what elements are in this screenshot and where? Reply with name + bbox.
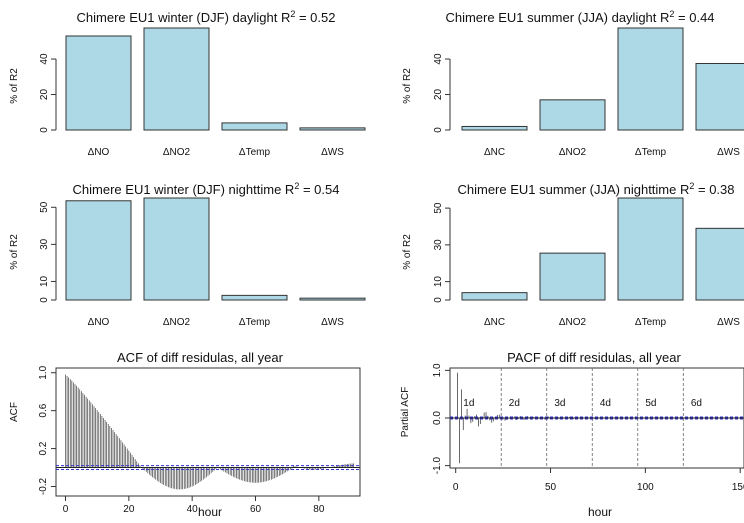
- y-tick-label: 10: [433, 276, 444, 288]
- panel-winter-daylight: Chimere EU1 winter (DJF) daylight R2 = 0…: [9, 9, 366, 158]
- category-label: ΔTemp: [239, 317, 271, 328]
- x-tick-label: 0: [63, 504, 69, 515]
- bar: [695, 227, 744, 301]
- y-tick-label: 40: [433, 53, 444, 65]
- day-label: 1d: [463, 398, 474, 409]
- y-axis-label: Partial ACF: [400, 387, 411, 438]
- x-tick-label: 40: [187, 504, 199, 515]
- category-label: ΔNC: [484, 317, 505, 328]
- y-tick-label: 30: [39, 238, 50, 250]
- day-label: 5d: [645, 398, 656, 409]
- panel-title: PACF of diff residulas, all year: [507, 350, 681, 365]
- y-tick-label: 0.2: [38, 441, 49, 455]
- bar: [539, 252, 606, 301]
- x-axis-label: hour: [588, 505, 612, 519]
- category-label: ΔNO2: [559, 147, 587, 158]
- bar: [695, 62, 744, 131]
- y-tick-label: 30: [433, 239, 444, 251]
- y-tick-label: 1.0: [38, 365, 49, 379]
- x-axis-label: hour: [198, 505, 222, 519]
- category-label: ΔWS: [717, 317, 740, 328]
- category-label: ΔWS: [321, 147, 344, 158]
- category-label: ΔNC: [484, 147, 505, 158]
- day-label: 6d: [691, 398, 702, 409]
- y-axis-label: % of R2: [402, 68, 413, 104]
- x-tick-label: 50: [545, 482, 557, 493]
- bar: [65, 200, 132, 301]
- category-label: ΔTemp: [635, 317, 667, 328]
- bar: [221, 122, 288, 131]
- y-tick-label: -1.0: [432, 457, 443, 475]
- y-axis-label: % of R2: [402, 234, 413, 270]
- plot-frame: [55, 367, 361, 497]
- y-tick-label: -0.2: [38, 477, 49, 495]
- category-label: ΔNO: [88, 317, 110, 328]
- y-tick-label: 20: [39, 89, 50, 101]
- category-label: ΔNO2: [163, 147, 191, 158]
- y-tick-label: 0: [433, 127, 444, 133]
- y-axis-label: % of R2: [9, 234, 20, 270]
- panel-title: Chimere EU1 summer (JJA) daylight R2 = 0…: [445, 9, 714, 25]
- category-label: ΔTemp: [635, 147, 667, 158]
- y-tick-label: 40: [39, 53, 50, 65]
- day-label: 2d: [509, 398, 520, 409]
- panel-acf: ACF of diff residulas, all year ACF hour…: [9, 350, 361, 519]
- bar: [65, 35, 132, 131]
- panel-winter-nighttime: Chimere EU1 winter (DJF) nighttime R2 = …: [9, 181, 366, 328]
- bar: [143, 197, 210, 301]
- panel-title: ACF of diff residulas, all year: [117, 350, 284, 365]
- bar: [461, 292, 528, 301]
- day-label: 4d: [600, 398, 611, 409]
- y-tick-label: 0: [39, 297, 50, 303]
- panel-title: Chimere EU1 winter (DJF) daylight R2 = 0…: [77, 9, 336, 25]
- y-tick-label: 1.0: [432, 363, 443, 377]
- y-tick-label: 50: [433, 202, 444, 214]
- category-label: ΔNO: [88, 147, 110, 158]
- y-tick-label: 0: [433, 297, 444, 303]
- category-label: ΔNO2: [559, 317, 587, 328]
- panel-pacf: PACF of diff residulas, all year Partial…: [400, 350, 744, 519]
- category-label: ΔTemp: [239, 147, 271, 158]
- panel-summer-nighttime: Chimere EU1 summer (JJA) nighttime R2 = …: [402, 181, 744, 328]
- category-label: ΔNO2: [163, 317, 191, 328]
- bar: [539, 99, 606, 131]
- category-label: ΔWS: [717, 147, 740, 158]
- bar: [617, 27, 684, 131]
- bar: [299, 127, 366, 131]
- bar: [461, 125, 528, 131]
- y-tick-label: 10: [39, 275, 50, 287]
- y-tick-label: 0.0: [432, 411, 443, 425]
- category-label: ΔWS: [321, 317, 344, 328]
- panel-title: Chimere EU1 summer (JJA) nighttime R2 = …: [457, 181, 734, 197]
- y-tick-label: 0.6: [38, 403, 49, 417]
- bar: [299, 297, 366, 301]
- y-axis-label: ACF: [9, 402, 20, 422]
- y-tick-label: 0: [39, 127, 50, 133]
- bar: [617, 197, 684, 301]
- x-tick-label: 0: [453, 482, 459, 493]
- x-tick-label: 150: [732, 482, 744, 493]
- y-axis-label: % of R2: [9, 68, 20, 104]
- panel-title: Chimere EU1 winter (DJF) nighttime R2 = …: [73, 181, 340, 197]
- y-tick-label: 50: [39, 201, 50, 213]
- x-tick-label: 60: [250, 504, 262, 515]
- bar: [221, 294, 288, 301]
- x-tick-label: 20: [123, 504, 135, 515]
- bar: [143, 27, 210, 131]
- x-tick-label: 100: [637, 482, 654, 493]
- y-tick-label: 20: [433, 89, 444, 101]
- x-tick-label: 80: [313, 504, 325, 515]
- panel-summer-daylight: Chimere EU1 summer (JJA) daylight R2 = 0…: [402, 9, 744, 158]
- day-label: 3d: [554, 398, 565, 409]
